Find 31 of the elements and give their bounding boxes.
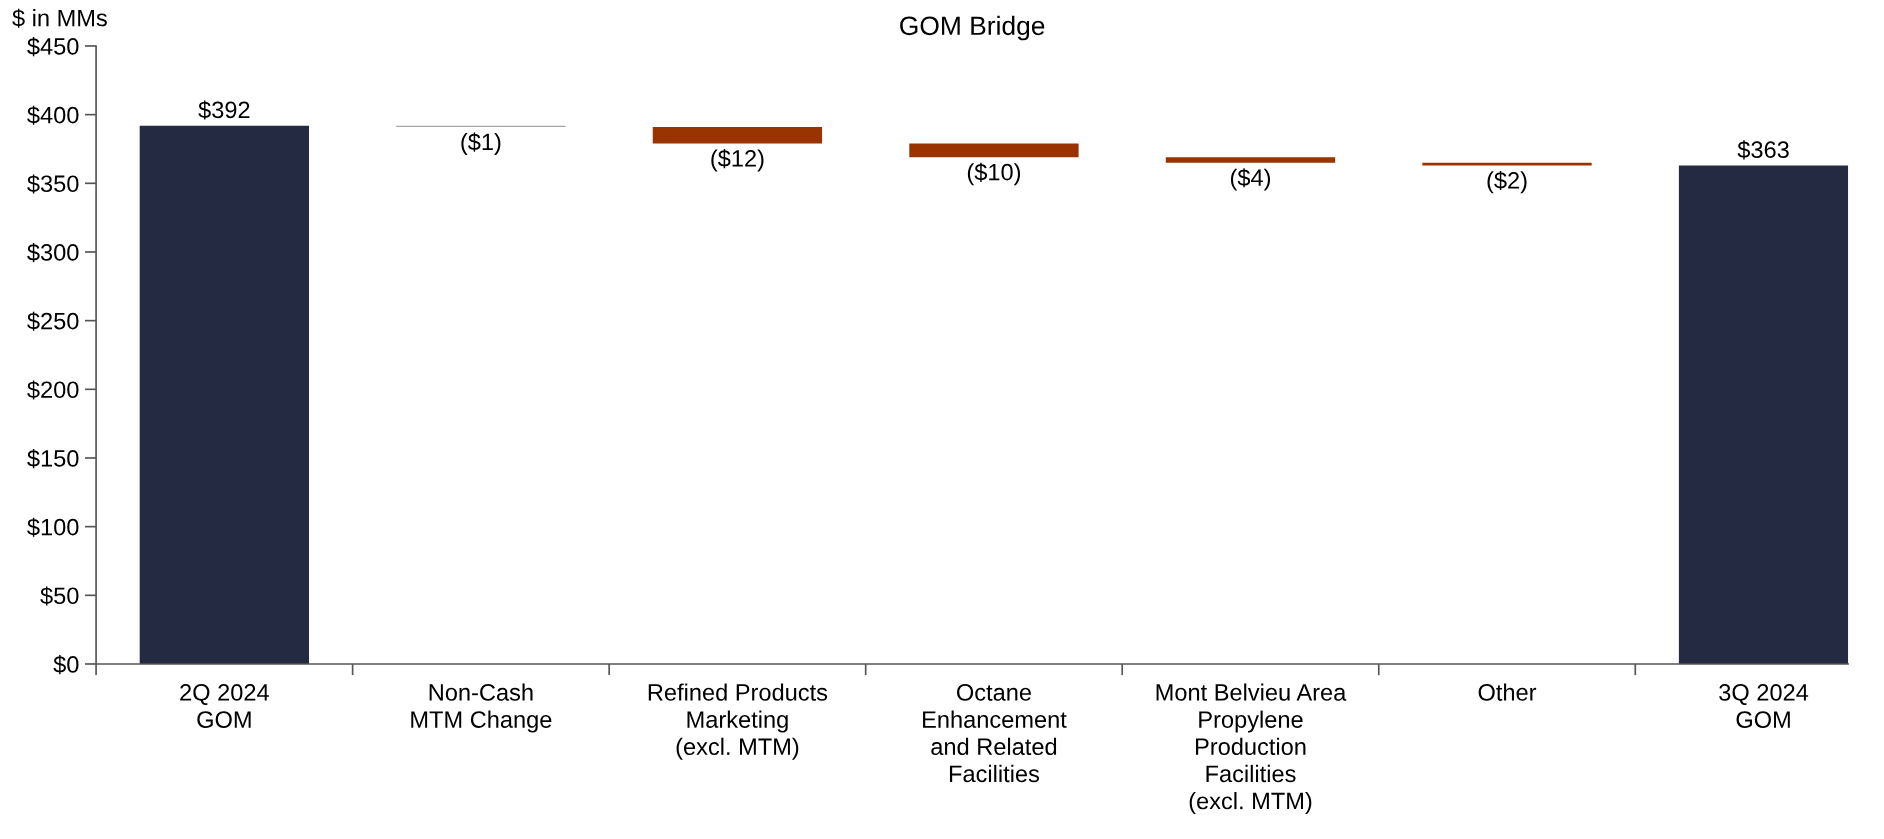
data-label: $363 [1737, 140, 1789, 160]
bar [652, 127, 823, 144]
x-tick-label: Other [1478, 683, 1537, 701]
x-tick-label: 3Q 2024 GOM [1719, 684, 1809, 728]
x-tick-label: 2Q 2024 GOM [180, 684, 269, 728]
y-tick-label: $50 [40, 586, 79, 606]
data-label: ($4) [1230, 168, 1271, 191]
y-tick-label: $400 [27, 105, 79, 125]
y-tick-label: $150 [27, 449, 79, 469]
y-axis-title: $ in MMs [12, 8, 107, 28]
y-tick-label: $100 [27, 517, 79, 537]
data-label: $392 [198, 100, 250, 120]
data-label: ($1) [461, 132, 501, 155]
bar [139, 125, 310, 664]
y-tick-label: $0 [53, 655, 79, 675]
x-tick-label: Refined Products Marketing (excl. MTM) [648, 683, 828, 760]
y-tick-label: $200 [27, 380, 79, 400]
bar [1165, 157, 1336, 163]
chart-title: GOM Bridge [900, 15, 1045, 41]
data-label: ($10) [967, 162, 1021, 186]
x-tick-label: Non-Cash MTM Change [411, 683, 552, 733]
y-tick-label: $350 [27, 174, 79, 194]
x-tick-label: Octane Enhancement and Related Facilities [923, 684, 1067, 783]
bar [1678, 165, 1849, 664]
x-tick-label: Mont Belvieu Area Propylene Production Facilities (excl. MTM) [1156, 683, 1347, 814]
y-tick-label: $250 [27, 311, 79, 331]
data-label: ($12) [711, 149, 764, 172]
data-label: ($2) [1487, 171, 1527, 194]
bar [909, 143, 1079, 158]
y-tick-label: $300 [27, 243, 79, 263]
y-tick-label: $450 [27, 37, 79, 57]
